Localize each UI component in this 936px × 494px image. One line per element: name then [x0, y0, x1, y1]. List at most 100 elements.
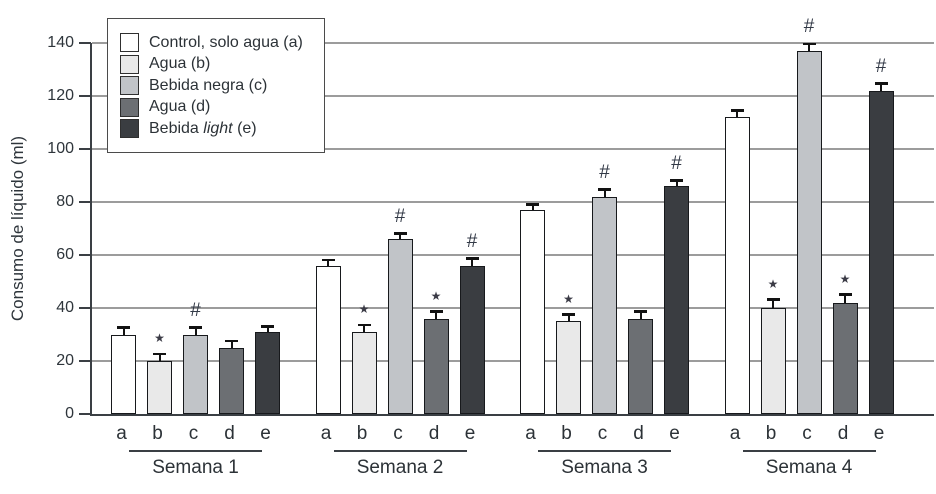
annotation-semana1-c: #: [190, 299, 201, 321]
error-cap-semana1-b: [153, 352, 166, 356]
error-stem-semana3-c: [603, 190, 606, 197]
legend-item-e: Bebida light (e): [120, 118, 324, 140]
error-cap-semana3-a: [526, 203, 539, 206]
error-stem-semana3-b: [567, 314, 570, 322]
gridline-40: [92, 307, 934, 309]
legend: Control, solo agua (a) Agua (b) Bebida neg…: [107, 18, 325, 153]
error-stem-semana1-e: [266, 326, 269, 332]
bar-letter-semana2-a: a: [320, 423, 332, 444]
annotation-semana4-b: ★: [767, 277, 779, 292]
error-stem-semana2-e: [471, 258, 473, 266]
legend-label-italic-e: light: [203, 119, 233, 137]
error-stem-semana4-d: [844, 294, 846, 303]
gridline-20: [92, 360, 934, 362]
legend-label-e: Bebida light (e): [149, 119, 257, 137]
error-cap-semana3-b: [562, 313, 575, 316]
legend-item-a: Control, solo agua (a): [120, 32, 324, 54]
bar-letter-semana3-a: a: [525, 423, 536, 444]
error-stem-semana2-b: [363, 325, 365, 332]
group-underline-semana4: [742, 450, 876, 452]
legend-label-c: Bebida negra (c): [149, 76, 268, 94]
error-stem-semana4-a: [736, 110, 738, 118]
error-cap-semana2-b: [357, 323, 371, 327]
bar-letter-semana4-e: e: [873, 423, 885, 444]
group-underline-semana3: [538, 450, 671, 452]
error-cap-semana2-c: [393, 232, 407, 235]
error-cap-semana4-d: [838, 293, 852, 296]
legend-label-d: Agua (d): [149, 98, 211, 115]
error-stem-semana3-e: [675, 180, 678, 187]
error-stem-semana1-d: [230, 341, 233, 348]
y-tick-80: [79, 201, 91, 203]
error-stem-semana2-d: [435, 311, 437, 319]
legend-label-a: Control, solo agua (a): [149, 33, 303, 51]
y-tick-label-80: 80: [56, 193, 74, 210]
error-stem-semana1-a: [122, 327, 125, 335]
bar-semana1-c: [183, 334, 208, 414]
bar-semana4-c: [796, 50, 822, 414]
legend-swatch-e: [120, 119, 139, 138]
bar-semana4-e: [868, 90, 894, 414]
bar-semana3-d: [628, 318, 653, 414]
bar-semana3-b: [556, 321, 581, 414]
error-cap-semana3-d: [634, 310, 647, 313]
error-stem-semana2-a: [327, 260, 329, 266]
legend-item-c: Bebida negra (c): [120, 75, 324, 97]
bar-letter-semana4-d: d: [837, 423, 849, 444]
error-cap-semana1-c: [189, 326, 202, 329]
bar-letter-semana4-b: b: [765, 423, 777, 444]
annotation-semana4-d: ★: [839, 271, 851, 286]
error-stem-semana4-e: [880, 84, 882, 91]
y-tick-label-60: 60: [56, 246, 74, 263]
bar-letter-semana3-d: d: [633, 423, 644, 444]
y-tick-20: [79, 360, 91, 362]
bar-semana3-e: [664, 186, 689, 414]
legend-swatch-d: [120, 97, 139, 117]
y-tick-40: [79, 307, 91, 309]
error-cap-semana2-a: [321, 258, 335, 262]
legend-item-d: Agua (d): [120, 96, 324, 118]
legend-label-b: Agua (b): [149, 55, 211, 72]
legend-swatch-c: [120, 76, 139, 95]
bar-semana1-d: [219, 347, 244, 414]
bar-letter-semana1-e: e: [260, 423, 271, 444]
y-tick-label-140: 140: [47, 34, 74, 51]
annotation-semana2-d: ★: [430, 288, 442, 303]
error-cap-semana4-c: [802, 42, 816, 46]
legend-swatch-b: [120, 54, 139, 74]
bar-letter-semana3-b: b: [561, 423, 572, 444]
bar-semana1-e: [255, 331, 280, 414]
bar-letter-semana2-e: e: [464, 423, 476, 444]
bar-letter-semana1-c: c: [188, 423, 199, 444]
group-label-semana1: Semana 1: [152, 457, 239, 478]
error-stem-semana4-c: [808, 44, 810, 51]
bar-semana2-c: [387, 239, 413, 414]
bar-letter-semana3-e: e: [669, 423, 680, 444]
y-tick-label-20: 20: [56, 352, 74, 369]
annotation-semana3-e: #: [671, 152, 682, 174]
error-cap-semana4-a: [730, 108, 744, 112]
error-cap-semana4-e: [874, 82, 888, 86]
y-tick-label-120: 120: [47, 87, 74, 104]
error-cap-semana2-e: [465, 257, 479, 260]
bar-semana2-d: [423, 318, 449, 414]
gridline-80: [92, 201, 934, 203]
annotation-semana2-b: ★: [358, 302, 370, 317]
bar-semana4-d: [832, 302, 858, 414]
group-underline-semana2: [333, 450, 467, 452]
y-tick-0: [79, 413, 91, 415]
bar-semana3-a: [520, 209, 545, 414]
bar-letter-semana3-c: c: [597, 423, 608, 444]
annotation-semana2-e: #: [466, 230, 478, 252]
error-stem-semana3-a: [531, 204, 534, 210]
y-tick-label-100: 100: [47, 140, 74, 157]
bar-semana2-e: [459, 265, 485, 414]
error-cap-semana2-d: [429, 310, 443, 313]
error-stem-semana4-b: [772, 300, 774, 308]
plot-area: 0 20 40 60 80 100 120 140 ★ # ★ # ★ # ★ # # ★ # ★ #: [47, 17, 934, 422]
gridline-140: [92, 42, 934, 44]
bar-semana4-a: [724, 117, 750, 414]
error-stem-semana1-b: [158, 354, 161, 361]
bar-semana1-a: [111, 334, 136, 414]
error-stem-semana1-c: [194, 327, 197, 335]
